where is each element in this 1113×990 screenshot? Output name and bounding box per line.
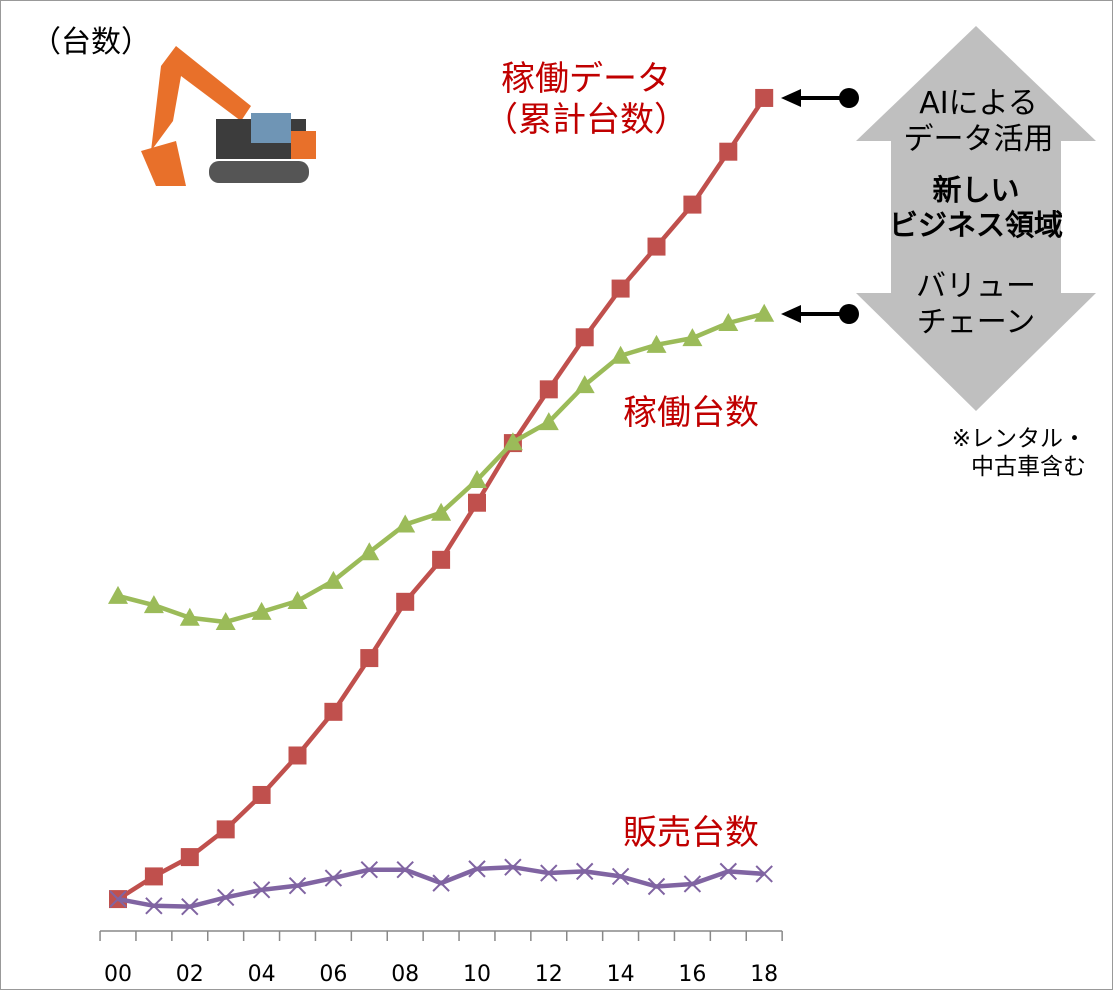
marker [324,702,343,721]
marker [754,303,775,322]
series-line [117,311,765,625]
series-line [117,864,765,909]
note: ※レンタル・ 中古車含む [951,426,1086,480]
marker [611,279,630,298]
x-tick-label: 00 [104,962,132,987]
marker [647,877,666,896]
marker [359,542,380,561]
marker [575,862,594,881]
series-label: 稼働データ （累計台数） [484,59,688,140]
marker [432,874,450,892]
marker [360,860,379,879]
marker [646,334,667,353]
x-tick-label: 08 [391,962,419,987]
series-label: 稼働台数 [623,393,759,433]
marker [468,493,486,512]
x-tick-label: 10 [463,962,491,987]
marker [467,470,487,489]
series-line [116,96,767,901]
marker [360,649,379,668]
marker [682,328,703,347]
marker [179,607,200,626]
marker [216,820,235,839]
marker [611,867,630,886]
x-tick-label: 18 [750,962,778,987]
marker [610,345,631,364]
marker [539,380,558,399]
marker [575,328,594,347]
annotation: AIによる データ活用 [903,86,1054,157]
marker [396,592,415,611]
marker [323,570,344,589]
marker [396,860,414,879]
marker [288,876,307,895]
marker [647,237,666,256]
x-tick-label: 04 [248,962,276,987]
marker [109,890,127,908]
y-axis-label: （台数） [31,25,151,60]
double-arrow [856,26,1096,411]
marker [683,875,702,893]
marker [252,881,271,899]
x-tick-label: 02 [176,962,204,987]
x-tick-label: 16 [678,962,706,987]
marker [755,88,774,107]
marker [145,897,163,915]
marker [718,313,739,332]
pointer [781,88,859,324]
marker [719,862,738,881]
marker [431,502,452,521]
marker [502,432,523,451]
marker [144,867,163,886]
marker [287,590,308,609]
excavator [141,46,316,186]
marker [683,195,702,214]
series-label: 販売台数 [623,813,759,853]
marker [181,897,199,916]
marker [468,860,486,878]
marker [504,858,522,876]
marker [216,888,235,907]
marker [574,375,595,394]
marker [251,601,272,620]
marker [538,412,559,431]
marker [755,865,773,883]
marker [719,142,738,161]
marker [395,514,416,533]
x-tick-label: 14 [607,962,635,987]
x-tick-label: 06 [319,962,347,987]
marker [432,550,451,569]
marker [252,785,271,804]
marker [143,595,164,614]
x-tick-label: 12 [535,962,563,987]
marker [108,585,128,604]
marker [180,848,199,867]
marker [215,611,236,630]
marker [540,864,558,882]
marker [288,746,307,765]
annotation: 新しい ビジネス領域 [888,173,1063,242]
annotation: バリュー チェーン [916,269,1036,340]
marker [324,869,343,887]
